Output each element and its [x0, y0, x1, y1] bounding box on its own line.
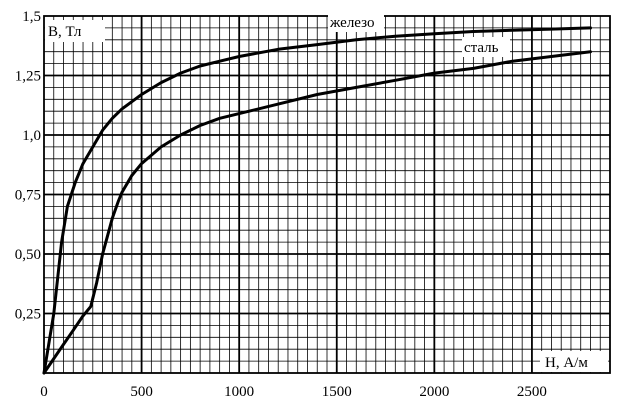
x-axis-label: H, А/м — [545, 355, 588, 371]
series-label-steel: сталь — [464, 40, 499, 56]
y-axis-label: B, Тл — [48, 24, 82, 40]
y-tick-label: 1,0 — [22, 128, 41, 144]
x-tick-label: 2000 — [419, 384, 449, 400]
x-tick-labels: 0 500 1000 1500 2000 2500 — [40, 384, 547, 400]
x-tick-label: 0 — [40, 384, 48, 400]
y-tick-labels: 0,25 0,50 0,75 1,0 1,25 1,5 — [15, 9, 41, 323]
x-tick-label: 1500 — [322, 384, 352, 400]
label-background-iron — [328, 12, 384, 32]
y-tick-label: 1,5 — [22, 9, 41, 25]
xlabel-background — [540, 351, 608, 372]
x-tick-label: 2500 — [517, 384, 547, 400]
plot-frame — [43, 15, 611, 374]
series-line-steel — [42, 50, 592, 375]
y-tick-label: 0,50 — [15, 247, 41, 263]
major-grid — [44, 16, 610, 373]
x-tick-label: 500 — [130, 384, 153, 400]
y-tick-label: 0,75 — [15, 188, 41, 204]
series-label-iron: железо — [329, 15, 375, 31]
ylabel-background — [45, 20, 105, 42]
series-line-iron — [42, 26, 592, 375]
series-curves — [42, 26, 592, 375]
y-tick-label: 1,25 — [15, 69, 41, 85]
label-background-steel — [462, 37, 510, 57]
y-tick-label: 0,25 — [15, 307, 41, 323]
x-tick-label: 1000 — [224, 384, 254, 400]
